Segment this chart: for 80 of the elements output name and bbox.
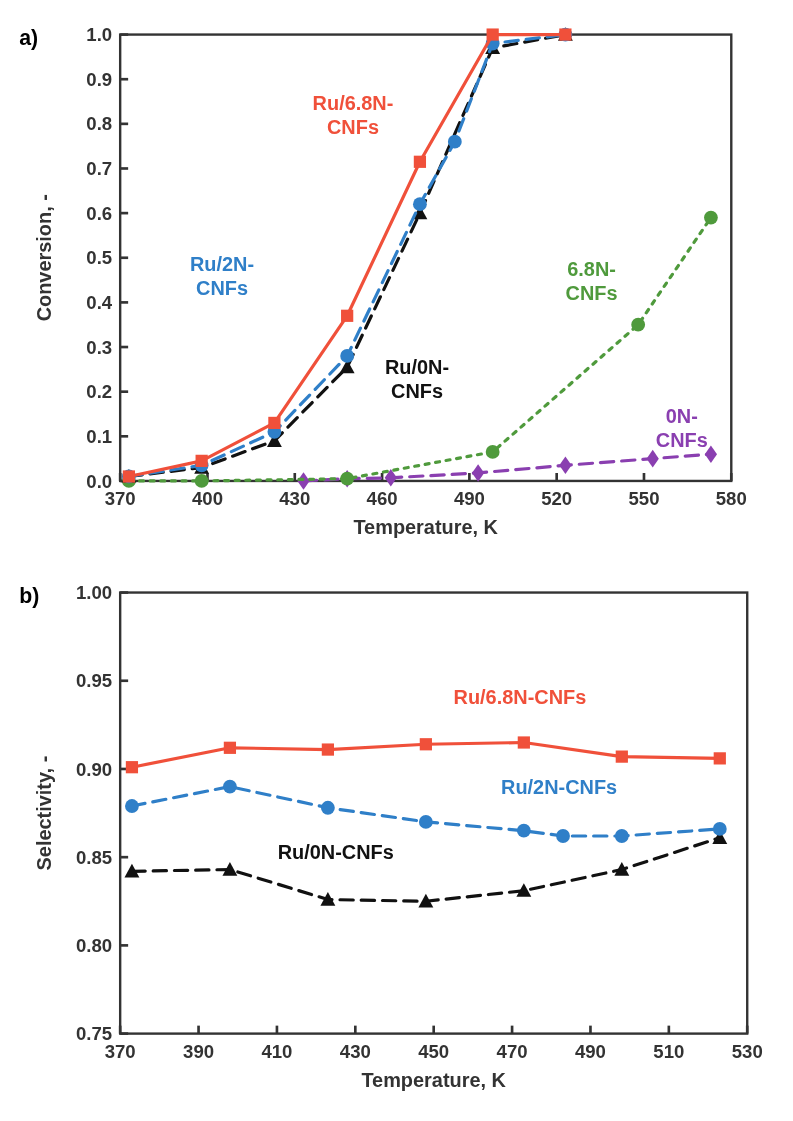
chart-title: a) — [19, 26, 39, 51]
point — [125, 761, 139, 774]
x-tick-label: 490 — [453, 487, 485, 509]
point — [413, 197, 427, 212]
point — [321, 743, 334, 756]
x-tick-label: 400 — [191, 487, 223, 509]
series-label: 6.8N-CNFs — [565, 257, 618, 304]
x-tick-label: 460 — [366, 487, 398, 509]
y-tick-label: 0.85 — [76, 846, 113, 868]
y-tick-label: 0.4 — [86, 292, 113, 314]
point — [712, 822, 727, 836]
series-label: Ru/2N-CNFs — [501, 775, 618, 798]
x-tick-label: 470 — [496, 1040, 528, 1062]
y-tick-label: 0.3 — [86, 336, 113, 358]
point — [418, 893, 434, 908]
x-tick-label: 490 — [574, 1040, 606, 1062]
y-tick-label: 0.8 — [86, 113, 113, 135]
y-axis-title: Conversion, - — [33, 194, 56, 322]
point — [485, 445, 500, 459]
point — [517, 736, 530, 749]
chart-title: b) — [19, 584, 40, 609]
point — [704, 445, 718, 463]
point — [223, 779, 237, 794]
series-label: Ru/0N-CNFs — [384, 355, 450, 402]
x-axis-title: Temperature, K — [353, 516, 499, 539]
point — [320, 800, 335, 815]
point — [194, 474, 209, 488]
point — [268, 416, 281, 430]
y-tick-label: 1.0 — [86, 24, 113, 46]
x-tick-label: 390 — [183, 1040, 215, 1062]
point — [125, 799, 139, 813]
x-tick-label: 580 — [715, 487, 747, 509]
y-tick-label: 0.6 — [86, 202, 113, 224]
y-tick-label: 0.2 — [86, 381, 113, 403]
point — [472, 464, 485, 482]
point — [516, 823, 531, 838]
x-axis-title: Temperature, K — [361, 1068, 507, 1091]
x-tick-label: 410 — [261, 1040, 293, 1062]
y-axis-title: Selectivity, - — [33, 755, 56, 871]
point — [195, 454, 208, 467]
point — [384, 469, 397, 487]
point — [418, 814, 433, 829]
point — [615, 750, 628, 763]
series-label: Ru/6.8N-CNFs — [453, 685, 587, 708]
point — [320, 892, 336, 906]
point — [413, 155, 427, 168]
point — [340, 349, 355, 363]
point — [486, 28, 499, 41]
x-tick-label: 520 — [541, 487, 573, 509]
series-label: 0N-CNFs — [655, 404, 708, 451]
point — [713, 752, 726, 765]
point — [516, 883, 532, 897]
text: Ru/2N-CNFs — [189, 253, 255, 300]
y-tick-label: 0.1 — [86, 425, 113, 447]
y-tick-label: 0.90 — [76, 758, 113, 780]
point — [614, 829, 629, 843]
point — [222, 862, 238, 876]
point — [631, 317, 646, 332]
x-tick-label: 450 — [418, 1040, 450, 1062]
point — [447, 134, 462, 149]
y-tick-label: 0.80 — [76, 935, 113, 957]
y-tick-label: 1.00 — [76, 582, 113, 604]
point — [223, 741, 237, 754]
y-tick-label: 0.7 — [86, 158, 113, 180]
point — [614, 862, 630, 876]
point — [556, 829, 570, 843]
x-tick-label: 550 — [628, 487, 660, 509]
series-label: Ru/6.8N-CNFs — [312, 92, 394, 139]
x-tick-label: 430 — [279, 487, 311, 509]
y-tick-label: 0.9 — [86, 68, 113, 90]
point — [704, 210, 718, 225]
point — [419, 738, 432, 751]
x-tick-label: 430 — [339, 1040, 371, 1062]
point — [124, 863, 140, 878]
x-tick-label: 530 — [731, 1040, 763, 1062]
point — [341, 309, 354, 322]
y-tick-label: 0.5 — [86, 247, 113, 269]
series-label: Ru/0N-CNFs — [277, 840, 394, 863]
y-tick-label: 0.95 — [76, 670, 113, 692]
x-tick-label: 510 — [653, 1040, 685, 1062]
